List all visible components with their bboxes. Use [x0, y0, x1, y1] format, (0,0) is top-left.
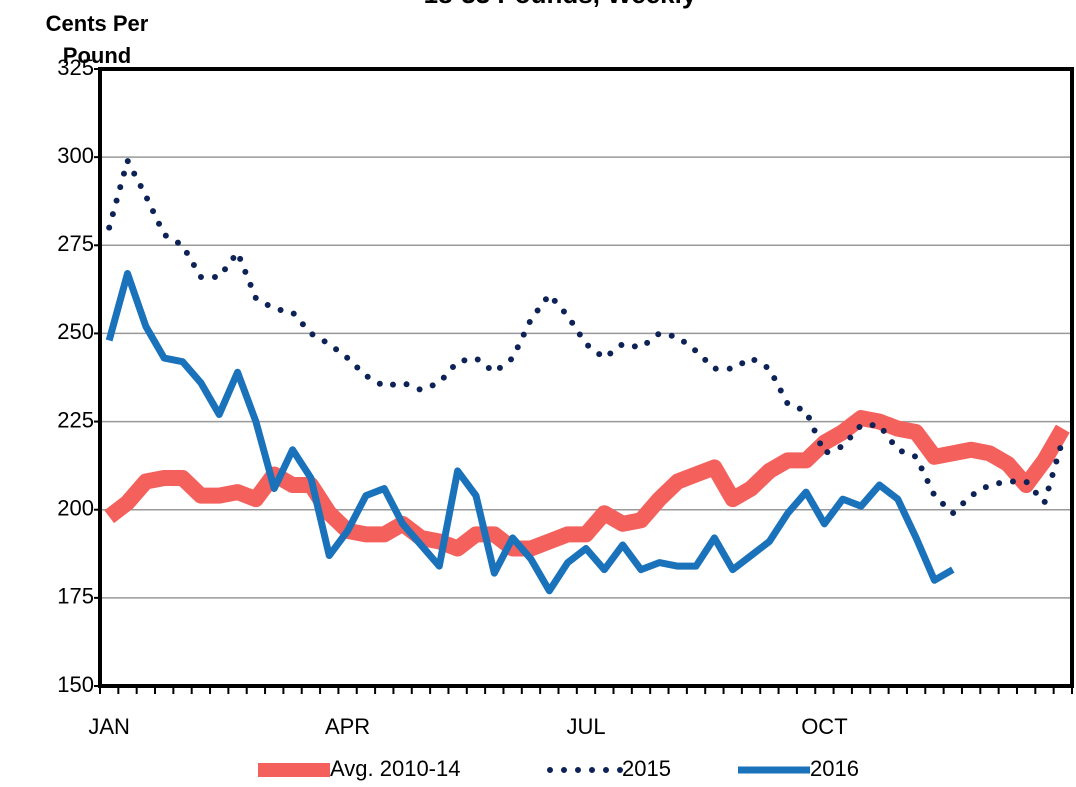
y-tick-label: 275	[57, 231, 94, 256]
series-line	[106, 157, 1066, 517]
legend-label: Avg. 2010-14	[330, 756, 460, 781]
legend-label: 2015	[622, 756, 671, 781]
legend-item: 2015	[547, 756, 671, 781]
y-tick-label: 325	[57, 55, 94, 80]
y-tick-label: 250	[57, 319, 94, 344]
legend-item: Avg. 2010-14	[258, 756, 460, 781]
y-tick-label: 300	[57, 143, 94, 168]
x-tick-label: OCT	[801, 714, 847, 739]
y-tick-label: 150	[57, 672, 94, 697]
plot-border	[98, 67, 1074, 688]
x-tick-label: APR	[325, 714, 370, 739]
y-tick-label: 200	[57, 496, 94, 521]
y-axis-label: Cents Per Pound	[45, 11, 149, 68]
chart-title: 18-33 Pounds, Weekly	[424, 0, 697, 9]
x-tick-label: JAN	[88, 714, 130, 739]
series-line	[105, 269, 955, 595]
series-line	[104, 410, 1070, 557]
x-tick-label: JUL	[566, 714, 605, 739]
legend-label: 2016	[810, 756, 859, 781]
y-tick-label: 175	[57, 584, 94, 609]
y-tick-label: 225	[57, 407, 94, 432]
legend-item: 2016	[738, 756, 859, 781]
